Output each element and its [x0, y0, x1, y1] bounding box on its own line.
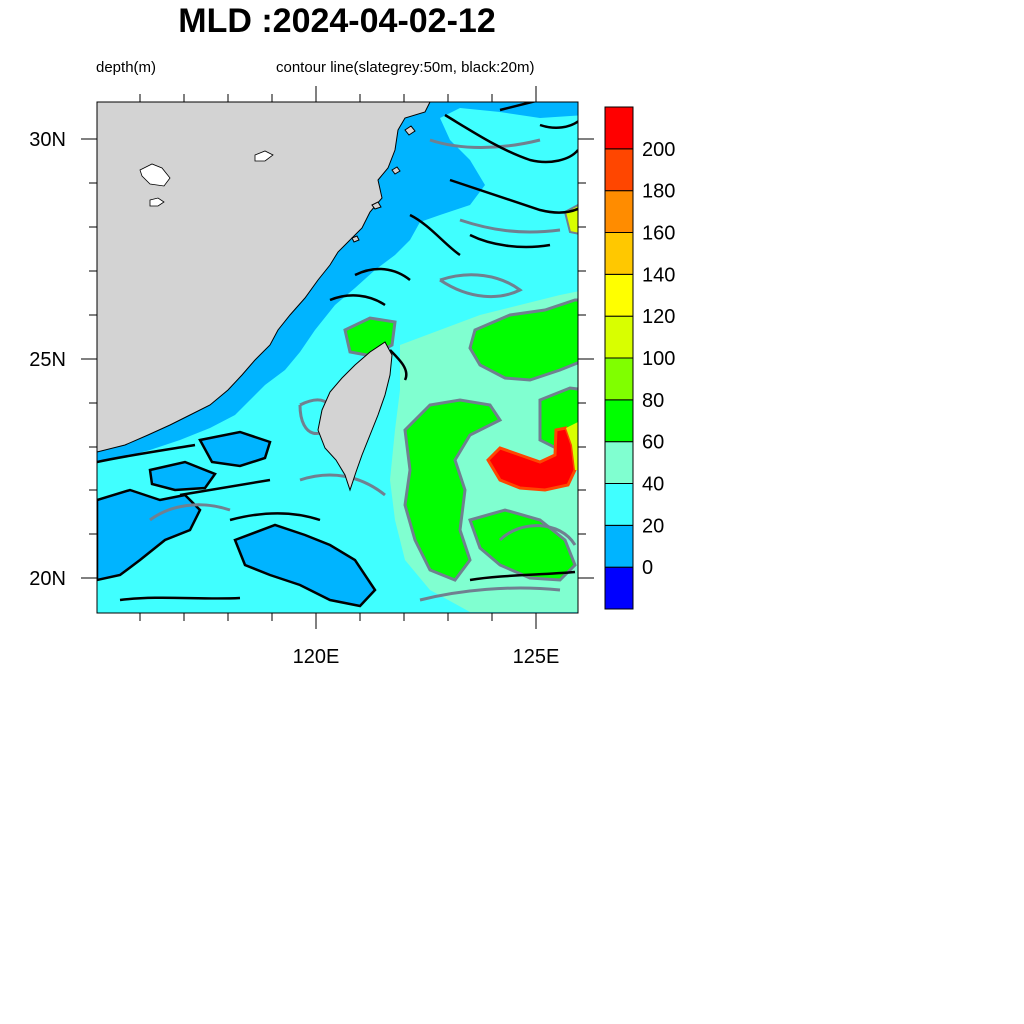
lat-label-20n: 20N [29, 568, 66, 590]
colorbar-box-11 [604, 106, 634, 150]
colorbar-box-10 [604, 148, 634, 192]
colorbar-box-7 [604, 273, 634, 317]
colorbar-label-200: 200 [642, 139, 675, 161]
colorbar-label-20: 20 [642, 515, 664, 537]
colorbar-label-100: 100 [642, 348, 675, 370]
colorbar-box-5 [604, 357, 634, 401]
china-mainland [97, 102, 431, 453]
colorbar-label-0: 0 [642, 557, 653, 579]
scs-shallow-patch-2 [233, 523, 377, 608]
map-plot-area [97, 102, 578, 613]
lat-label-30n: 30N [29, 129, 66, 151]
coastal-islands [351, 125, 416, 243]
map-title: MLD :2024-04-02-12 [178, 2, 496, 40]
contours-20m [97, 102, 578, 602]
colorbar-box-3 [604, 441, 634, 484]
colorbar-box-2 [604, 483, 634, 526]
scs-shallow-patch-4 [148, 460, 217, 492]
colorbar-label-80: 80 [642, 390, 664, 412]
taiwan-island [317, 341, 393, 492]
plot-frame [96, 101, 579, 614]
lon-label-125e: 125E [513, 646, 560, 668]
colorbar-label-120: 120 [642, 306, 675, 328]
lat-label-25n: 25N [29, 349, 66, 371]
lon-label-120e: 120E [293, 646, 340, 668]
colorbar-box-8 [604, 232, 634, 275]
colorbar-box-6 [604, 315, 634, 359]
colorbar-label-140: 140 [642, 264, 675, 286]
high-mld-edge [566, 422, 578, 470]
band-60-80-region-2 [468, 298, 578, 382]
colorbar-box-9 [604, 190, 634, 234]
colorbar: 0 20 40 60 80 100 120 140 160 180 200 [604, 106, 675, 610]
colorbar-label-40: 40 [642, 474, 664, 496]
axis-ticks [81, 86, 594, 629]
scs-shallow-patch-1 [97, 488, 202, 582]
colorbar-box-1 [604, 524, 634, 568]
left-string: depth(m) [96, 59, 157, 76]
colorbar-label-180: 180 [642, 181, 675, 203]
colorbar-label-160: 160 [642, 223, 675, 245]
colorbar-box-0 [604, 566, 634, 610]
colorbar-label-60: 60 [642, 432, 664, 454]
band-60-80-region-1 [403, 398, 503, 582]
colorbar-box-4 [604, 399, 634, 443]
scs-shallow-patch-3 [198, 430, 272, 468]
lakes [139, 150, 274, 207]
right-string: contour line(slategrey:50m, black:20m) [276, 59, 535, 76]
